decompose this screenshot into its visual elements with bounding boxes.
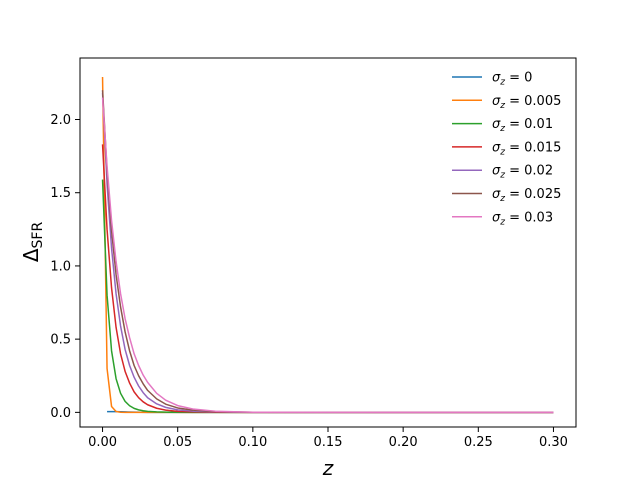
y-axis-label: ΔSFR (19, 222, 46, 263)
x-axis-label: z (322, 456, 334, 480)
y-tick-label: 1.5 (50, 186, 71, 201)
y-axis-ticks: 0.0 0.5 1.0 1.5 2.0 (50, 113, 80, 421)
legend-label: σz = 0.03 (492, 210, 553, 227)
x-tick-label: 0.10 (238, 435, 267, 450)
y-tick-label: 1.0 (50, 259, 71, 274)
legend: σz = 0 σz = 0.005 σz = 0.01 σz = 0.015 σz = … (452, 71, 561, 227)
legend-label: σz = 0 (492, 71, 532, 88)
legend-label: σz = 0.01 (492, 117, 553, 134)
legend-item: σz = 0.005 (452, 94, 561, 111)
x-tick-label: 0.05 (163, 435, 192, 450)
legend-label: σz = 0.025 (492, 187, 561, 204)
x-tick-label: 0.15 (314, 435, 343, 450)
legend-item: σz = 0.015 (452, 140, 561, 157)
legend-item: σz = 0.025 (452, 187, 561, 204)
x-tick-label: 0.00 (88, 435, 117, 450)
legend-label: σz = 0.02 (492, 164, 553, 181)
y-tick-label: 2.0 (50, 113, 71, 128)
y-tick-label: 0.5 (50, 333, 71, 348)
x-axis-ticks: 0.00 0.05 0.10 0.15 0.20 0.25 0.30 (88, 427, 568, 450)
x-tick-label: 0.30 (539, 435, 568, 450)
legend-item: σz = 0 (452, 71, 532, 88)
legend-item: σz = 0.03 (452, 210, 553, 227)
y-tick-label: 0.0 (50, 406, 71, 421)
x-tick-label: 0.20 (389, 435, 418, 450)
plot-lines (101, 77, 554, 414)
x-tick-label: 0.25 (464, 435, 493, 450)
series-line (101, 97, 554, 414)
legend-item: σz = 0.02 (452, 164, 553, 181)
legend-label: σz = 0.005 (492, 94, 561, 111)
legend-label: σz = 0.015 (492, 140, 561, 157)
legend-item: σz = 0.01 (452, 117, 553, 134)
